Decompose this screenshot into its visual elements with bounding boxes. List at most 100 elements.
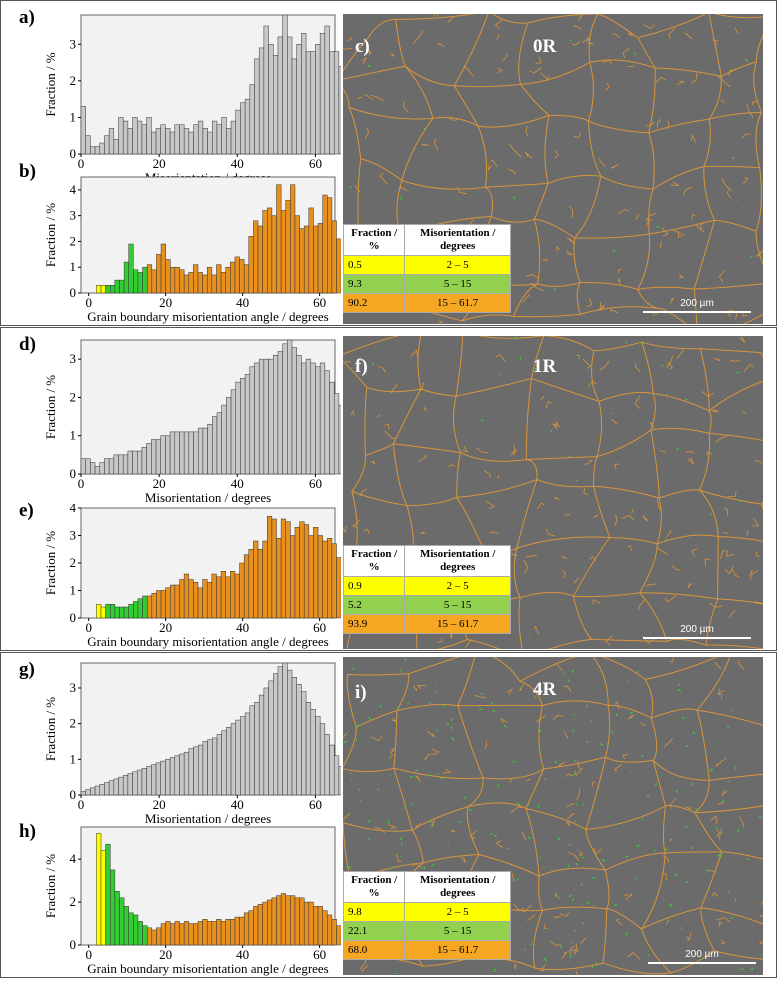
histogram-bar <box>216 734 222 796</box>
x-tick-label: 60 <box>313 620 326 635</box>
histogram-bar <box>313 527 319 619</box>
histogram-bar <box>105 285 111 294</box>
histogram-bar <box>301 33 307 155</box>
histogram-bar <box>113 454 119 475</box>
histogram-bar <box>160 590 166 619</box>
histogram-bar <box>273 355 279 475</box>
histogram-bar <box>308 901 314 946</box>
histogram-bar <box>146 443 152 475</box>
histogram-bar <box>216 412 222 475</box>
histogram-bar <box>127 773 133 796</box>
histogram-bar <box>151 593 157 619</box>
histogram-bar <box>169 757 176 796</box>
histogram-bar <box>142 266 148 294</box>
histogram-bar <box>202 274 208 294</box>
label-d: d) <box>19 334 36 355</box>
y-axis-label: Fraction / % <box>43 531 58 595</box>
histogram-bar <box>230 261 236 294</box>
histogram-bar <box>280 893 286 946</box>
histogram-bar <box>188 923 194 946</box>
histogram-bar <box>239 916 245 946</box>
histogram-bar <box>128 243 134 294</box>
histogram-bar <box>151 269 157 294</box>
histogram-bar <box>267 516 273 619</box>
histogram-bar <box>285 895 291 946</box>
histogram-bar <box>197 744 204 796</box>
histogram-bar <box>276 184 282 294</box>
histogram-bar <box>329 381 335 475</box>
histogram-bar <box>133 601 139 619</box>
histogram-bar <box>141 767 147 796</box>
histogram-bar <box>183 431 190 475</box>
low-angle-boundaries <box>343 658 763 975</box>
histogram-bar <box>137 921 143 946</box>
x-tick-label: 20 <box>153 797 166 812</box>
histogram-bar <box>248 910 254 946</box>
histogram-color-1r: 0 20 40 60 0 1 2 3 4 Grain boundary misorientatio… <box>43 504 341 649</box>
histogram-bar <box>170 266 176 294</box>
histogram-all-4r: 0 20 40 60 0 1 2 3 Misorientation / degrees Fract… <box>43 662 341 826</box>
histogram-bar <box>183 921 190 946</box>
x-axis-label: Grain boundary misorientation angle / de… <box>87 634 329 649</box>
histogram-bar <box>207 423 213 475</box>
histogram-bar <box>179 431 185 475</box>
histogram-bar <box>104 135 110 155</box>
histogram-bar <box>113 778 119 796</box>
histogram-bar <box>305 701 312 796</box>
histogram-bar <box>338 404 341 475</box>
histogram-bar <box>193 923 199 946</box>
histogram-bar <box>183 573 190 619</box>
histogram-bar <box>142 925 148 946</box>
histogram-bar <box>296 44 302 155</box>
histogram-bar <box>225 576 231 619</box>
table-head-fraction: Fraction / % <box>342 545 406 577</box>
histogram-bar <box>273 54 279 155</box>
y-tick-label: 0 <box>70 146 77 161</box>
histogram-bar <box>299 228 305 294</box>
x-axis-label: Grain boundary misorientation angle / de… <box>87 309 329 324</box>
histogram-bar <box>324 370 330 475</box>
histogram-bar <box>273 673 279 796</box>
histogram-bar <box>303 901 310 946</box>
histogram-bar <box>109 869 116 946</box>
table-cell-range: 15 – 61.7 <box>404 293 511 313</box>
x-axis-label: Misorientation / degrees <box>145 490 271 505</box>
histogram-color-4r: 0 20 40 60 0 2 4 Grain boundary misorientation … <box>43 826 341 976</box>
table-cell-fraction: 5.2 <box>342 595 406 615</box>
histogram-bar <box>310 709 316 796</box>
histogram-bar <box>160 435 166 475</box>
histogram-bar <box>243 264 250 294</box>
x-tick-label: 0 <box>85 620 92 635</box>
histogram-bar <box>230 919 236 946</box>
y-tick-label: 3 <box>70 528 77 543</box>
histogram-bar <box>179 923 185 946</box>
histogram-bar <box>108 128 115 155</box>
histogram-color-0r: 0 20 40 60 0 1 2 3 4 Grain boundary misorientatio… <box>43 176 341 324</box>
histogram-bar <box>151 439 157 475</box>
x-tick-label: 40 <box>231 156 244 171</box>
histogram-bar <box>174 755 180 796</box>
histogram-bar <box>146 766 152 796</box>
histogram-bar <box>119 279 125 294</box>
fine-boundaries <box>343 336 763 649</box>
histogram-bar <box>291 58 297 155</box>
sample-tag-1r: 1R <box>533 356 557 377</box>
histogram-bar <box>128 912 134 946</box>
table-cell-fraction: 0.5 <box>342 255 406 275</box>
histogram-bar <box>338 65 341 155</box>
histogram-bar <box>254 58 260 155</box>
histogram-bar <box>80 791 86 796</box>
histogram-bar <box>299 521 305 619</box>
histogram-bar <box>211 573 217 619</box>
histogram-bar <box>169 431 176 475</box>
table-cell-range: 2 – 5 <box>404 902 511 922</box>
histogram-bar <box>197 921 203 946</box>
histogram-bar <box>291 347 297 475</box>
histogram-bar <box>290 535 296 619</box>
histogram-bar <box>197 427 204 475</box>
histogram-bar <box>267 899 273 946</box>
histogram-bar <box>119 606 125 619</box>
histogram-bar <box>322 540 328 619</box>
histogram-bar <box>188 431 194 475</box>
